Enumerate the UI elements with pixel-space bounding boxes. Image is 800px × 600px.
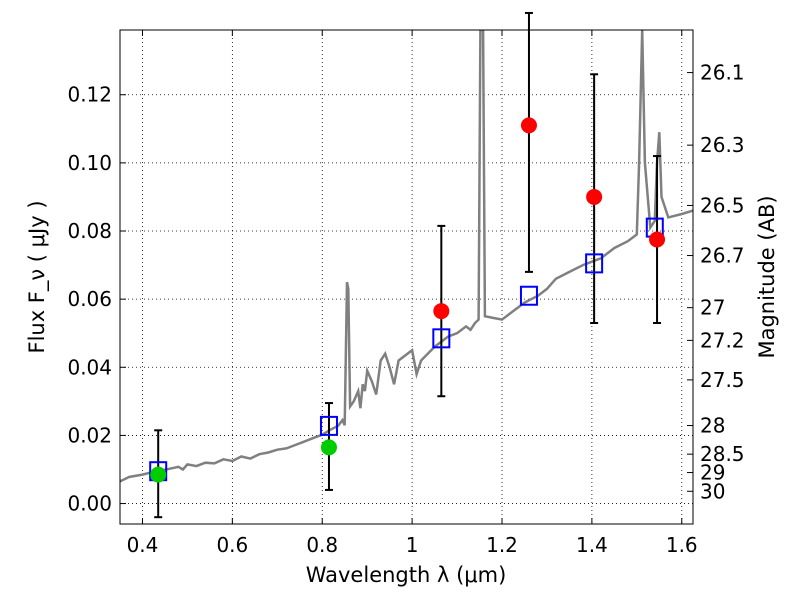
red-data-point	[520, 117, 537, 134]
y-tick-label: 0.04	[67, 355, 112, 379]
model-spectrum-line	[120, 30, 693, 483]
y-axis-ticks: 0.00 0.02 0.04 0.06 0.08 0.10 0.12	[67, 83, 126, 516]
x-tick-label: 1	[406, 533, 419, 557]
magnitude-tick-label: 28.5	[700, 442, 745, 466]
x-tick-label: 1.6	[666, 533, 698, 557]
red-data-point	[586, 188, 603, 205]
y-tick-label: 0.12	[67, 83, 112, 107]
plot-layer	[120, 30, 693, 483]
x-tick-label: 0.8	[306, 533, 338, 557]
y-axis-label: Flux F_ν ( μJy )	[25, 200, 50, 353]
magnitude-tick-label: 26.5	[700, 193, 745, 217]
data-markers	[149, 117, 666, 483]
magnitude-tick-label: 30	[700, 479, 725, 503]
plot-background	[120, 30, 693, 524]
green-data-point	[150, 466, 167, 483]
magnitude-tick-label: 27	[700, 296, 725, 320]
y-tick-label: 0.08	[67, 219, 112, 243]
magnitude-tick-label: 27.5	[700, 368, 745, 392]
y-tick-label: 0.10	[67, 151, 112, 175]
magnitude-tick-label: 26.1	[700, 61, 745, 85]
x-tick-label: 1.4	[576, 533, 608, 557]
plot-frame	[119, 29, 694, 525]
model-square-marker	[519, 285, 538, 306]
model-square-marker	[432, 328, 451, 349]
magnitude-tick-label: 29	[700, 461, 725, 485]
magnitude-tick-label: 27.2	[700, 328, 745, 352]
red-data-point	[649, 231, 666, 248]
x-axis-ticks: 0.4 0.6 0.8 1 1.2 1.4 1.6	[127, 30, 698, 557]
green-data-point	[320, 439, 337, 456]
red-data-point	[433, 303, 450, 320]
magnitude-tick-label: 26.3	[700, 133, 745, 157]
model-square-marker	[585, 253, 604, 274]
x-axis-label: Wavelength λ (μm)	[306, 563, 507, 587]
x-tick-label: 0.6	[216, 533, 248, 557]
right-axis-label: Magnitude (AB)	[755, 195, 779, 358]
model-square-marker	[319, 415, 338, 436]
y-tick-label: 0.02	[67, 423, 112, 447]
x-tick-label: 1.2	[486, 533, 518, 557]
x-tick-label: 0.4	[127, 533, 159, 557]
y-tick-label: 0.06	[67, 287, 112, 311]
magnitude-tick-label: 26.7	[700, 244, 745, 268]
y-tick-label: 0.00	[67, 492, 112, 516]
magnitude-tick-label: 28	[700, 414, 725, 438]
